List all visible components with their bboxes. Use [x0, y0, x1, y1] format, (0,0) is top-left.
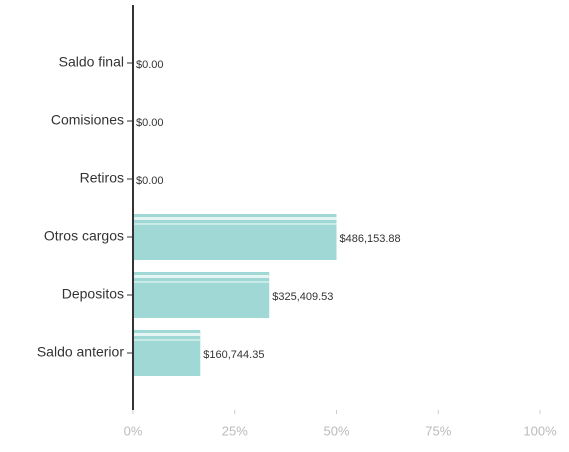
bar-highlight [133, 223, 337, 225]
bar-highlight [133, 333, 201, 336]
bar [133, 330, 201, 376]
bar [133, 214, 337, 260]
bar [133, 272, 270, 318]
bar-highlight [133, 275, 270, 278]
bar-highlight [133, 217, 337, 220]
y-tick-label: Depositos [62, 286, 124, 302]
x-tick-label: 25% [222, 423, 248, 438]
y-tick-label: Retiros [80, 170, 124, 186]
x-tick-label: 75% [425, 423, 451, 438]
x-tick-label: 100% [523, 423, 557, 438]
data-label: $0.00 [136, 59, 164, 71]
y-tick-label: Comisiones [51, 112, 124, 128]
data-label: $0.00 [136, 175, 164, 187]
data-label: $0.00 [136, 117, 164, 129]
data-label: $325,409.53 [272, 291, 333, 303]
bar-highlight [133, 281, 270, 283]
x-tick-label: 50% [323, 423, 349, 438]
bar-highlight [133, 339, 201, 341]
data-label: $486,153.88 [340, 233, 401, 245]
y-tick-label: Saldo anterior [37, 344, 125, 360]
data-label: $160,744.35 [203, 349, 264, 361]
x-tick-label: 0% [124, 423, 143, 438]
y-tick-label: Saldo final [59, 54, 124, 70]
y-tick-label: Otros cargos [44, 228, 124, 244]
